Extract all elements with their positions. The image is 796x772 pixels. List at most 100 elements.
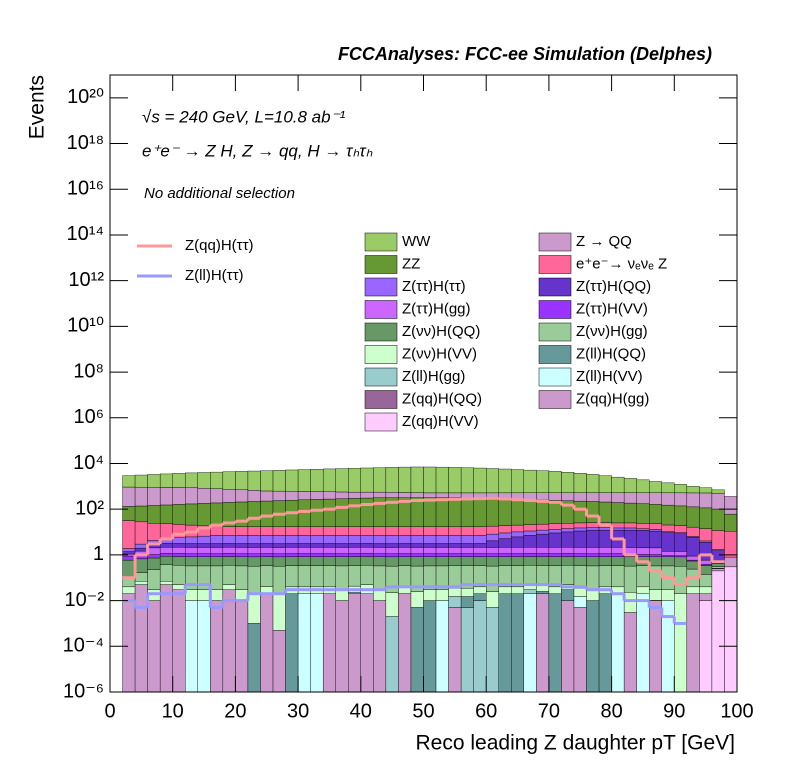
- bar-segment: [285, 526, 299, 536]
- bar-segment: [699, 507, 713, 529]
- legend-label: Z(qq)H(ττ): [185, 237, 254, 254]
- bar-segment: [122, 486, 136, 507]
- bar-segment: [235, 526, 249, 536]
- bar-segment: [623, 478, 637, 493]
- legend-label: Z(qq)H(QQ): [402, 390, 482, 407]
- bar-segment: [210, 488, 224, 504]
- x-tick-label: 40: [350, 700, 372, 722]
- bar-segment: [649, 600, 662, 693]
- bar-segment: [185, 487, 198, 505]
- bar-segment: [611, 553, 625, 557]
- bar-segment: [661, 532, 675, 552]
- bar-segment: [410, 553, 424, 557]
- bar-segment: [611, 547, 625, 554]
- legend-label: Z(ττ)H(QQ): [576, 278, 651, 295]
- bar-segment: [134, 474, 148, 488]
- bar-segment: [498, 547, 512, 554]
- legend-swatch: [538, 390, 572, 409]
- bar-segment: [548, 547, 562, 554]
- bar-segment: [686, 492, 700, 508]
- bar-segment: [335, 553, 349, 557]
- legend-swatch: [364, 367, 398, 387]
- bar-segment: [210, 565, 224, 590]
- bar-segment: [460, 607, 474, 693]
- bar-segment: [486, 525, 499, 535]
- bar-segment: [373, 526, 387, 536]
- bar-segment: [561, 556, 575, 566]
- bar-segment: [598, 501, 612, 523]
- bar-segment: [172, 556, 186, 566]
- bar-segment: [561, 492, 575, 501]
- bar-segment: [460, 492, 474, 499]
- bar-segment: [536, 529, 550, 535]
- bar-segment: [210, 556, 224, 567]
- bar-segment: [598, 475, 612, 493]
- bar-segment: [423, 556, 437, 567]
- bar-segment: [398, 547, 412, 554]
- bar-segment: [222, 589, 236, 693]
- bar-segment: [435, 466, 449, 494]
- bar-segment: [586, 565, 600, 590]
- bar-segment: [423, 589, 437, 601]
- bar-segment: [172, 589, 186, 693]
- bar-segment: [548, 553, 562, 557]
- bar-segment: [197, 600, 211, 693]
- legend-label: Z(ll)H(QQ): [576, 345, 646, 362]
- bar-segment: [134, 505, 148, 523]
- bar-segment: [636, 586, 650, 594]
- bar-segment: [586, 474, 600, 493]
- bar-segment: [348, 547, 362, 554]
- bar-segment: [335, 547, 349, 554]
- bar-segment: [335, 498, 349, 527]
- bar-segment: [649, 523, 662, 530]
- bar-segment: [159, 584, 173, 693]
- axes: 0 10 20 30 40 50 60 70 80 90 100 10⁻⁶ 10⁻⁴ 10⁻² 1 10² 10…: [63, 74, 754, 722]
- bar-segment: [360, 565, 374, 585]
- bar-segment: [686, 593, 700, 693]
- bar-segment: [511, 586, 525, 594]
- bar-segment: [310, 556, 324, 566]
- y-tick-label: 10⁻²: [65, 589, 105, 611]
- legend-label: Z(ττ)H(ττ): [402, 278, 466, 295]
- bar-segment: [448, 547, 462, 554]
- bar-segment: [486, 565, 499, 592]
- bar-segment: [197, 487, 211, 504]
- y-tick-label: 10⁴: [73, 452, 104, 474]
- bar-segment: [586, 527, 600, 531]
- bar-segment: [310, 553, 324, 557]
- y-tick-label: 10²: [75, 497, 104, 519]
- bar-segment: [235, 556, 249, 567]
- bar-segment: [448, 526, 462, 536]
- bar-segment: [147, 557, 161, 570]
- bar-segment: [385, 556, 399, 567]
- legend-label: Z(ll)H(gg): [402, 368, 465, 385]
- bar-segment: [511, 524, 525, 533]
- bar-segment: [435, 589, 449, 601]
- bar-segment: [247, 535, 261, 544]
- bar-segment: [260, 500, 274, 527]
- bar-segment: [147, 600, 161, 693]
- bar-segment: [197, 535, 211, 544]
- bar-segment: [235, 547, 249, 554]
- bar-segment: [498, 538, 512, 548]
- bar-segment: [260, 490, 274, 502]
- bar-segment: [561, 565, 575, 585]
- bar-segment: [661, 492, 675, 506]
- bar-segment: [235, 535, 249, 544]
- bar-segment: [260, 565, 274, 587]
- bar-segment: [348, 526, 362, 536]
- bar-segment: [623, 529, 637, 548]
- bar-segment: [699, 593, 713, 601]
- bar-segment: [285, 553, 299, 557]
- legend-label: Z(qq)H(VV): [402, 413, 479, 430]
- bar-segment: [435, 543, 449, 548]
- bar-segment: [699, 600, 713, 693]
- y-tick-label: 10¹⁶: [67, 178, 104, 200]
- bar-segment: [260, 556, 274, 566]
- bar-segment: [272, 547, 286, 554]
- bar-segment: [523, 593, 537, 693]
- bar-segment: [460, 547, 474, 554]
- bar-segment: [172, 547, 186, 554]
- bar-segment: [523, 556, 537, 566]
- bar-segment: [548, 523, 562, 530]
